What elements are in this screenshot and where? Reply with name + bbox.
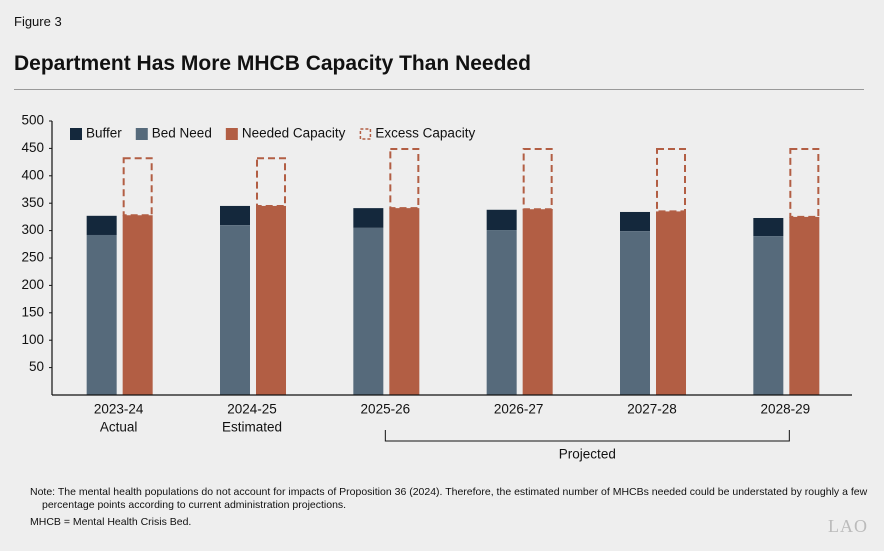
note: Note: The mental health populations do n…: [30, 486, 868, 511]
bar: [789, 147, 820, 218]
y-tick-label: 100: [21, 332, 44, 347]
x-tick-sublabel: Actual: [100, 420, 138, 435]
y-tick-label: 350: [21, 195, 44, 210]
y-tick-label: 250: [21, 250, 44, 265]
legend-swatch: [359, 128, 372, 140]
bar: [389, 147, 420, 210]
figure-label: Figure 3: [14, 14, 62, 29]
y-tick-label: 300: [21, 222, 44, 237]
chart-title: Department Has More MHCB Capacity Than N…: [14, 52, 531, 75]
bar: [486, 230, 517, 395]
legend-swatch: [135, 128, 148, 140]
bar: [86, 234, 117, 395]
logo: LAO: [828, 516, 868, 536]
y-tick-label: 450: [21, 140, 44, 155]
bar: [620, 231, 650, 395]
y-tick-label: 500: [21, 113, 44, 128]
x-tick-label: 2025-26: [361, 402, 411, 417]
bracket-label: Projected: [559, 447, 616, 462]
bar: [656, 147, 686, 213]
y-tick-label: 400: [21, 167, 44, 182]
bar: [122, 215, 153, 395]
bar: [522, 147, 553, 211]
bar: [753, 217, 784, 237]
legend-label: Bed Need: [152, 126, 212, 141]
bar: [353, 227, 384, 395]
bar: [522, 209, 553, 395]
bar: [256, 157, 286, 207]
x-tick-sublabel: Estimated: [222, 420, 282, 435]
bar: [656, 211, 686, 395]
y-tick-label: 150: [21, 304, 44, 319]
x-tick-label: 2027-28: [627, 402, 677, 417]
bar: [122, 157, 153, 217]
bar: [86, 215, 117, 235]
legend-label: Buffer: [86, 126, 122, 141]
bar: [620, 211, 650, 232]
bar: [789, 216, 820, 395]
legend-label: Excess Capacity: [375, 126, 475, 141]
bar: [389, 208, 420, 395]
bar: [353, 208, 384, 228]
bar: [220, 205, 250, 226]
x-tick-label: 2028-29: [761, 402, 811, 417]
legend-swatch: [70, 128, 82, 140]
bar: [220, 225, 250, 395]
note: MHCB = Mental Health Crisis Bed.: [30, 516, 192, 528]
chart: 50 100 150 200 250 300 350 400 450 500 Buffer Bed N…: [21, 113, 852, 462]
bracket: [384, 430, 790, 442]
bar: [256, 205, 286, 395]
x-tick-label: 2026-27: [494, 402, 544, 417]
legend-label: Needed Capacity: [242, 126, 346, 141]
x-tick-label: 2023-24: [94, 402, 144, 417]
rule: [14, 89, 864, 90]
y-tick-label: 200: [21, 277, 44, 292]
x-tick-label: 2024-25: [227, 402, 277, 417]
legend-swatch: [225, 128, 238, 140]
bar: [486, 209, 517, 231]
bar: [753, 236, 784, 395]
y-tick-label: 50: [29, 359, 44, 374]
